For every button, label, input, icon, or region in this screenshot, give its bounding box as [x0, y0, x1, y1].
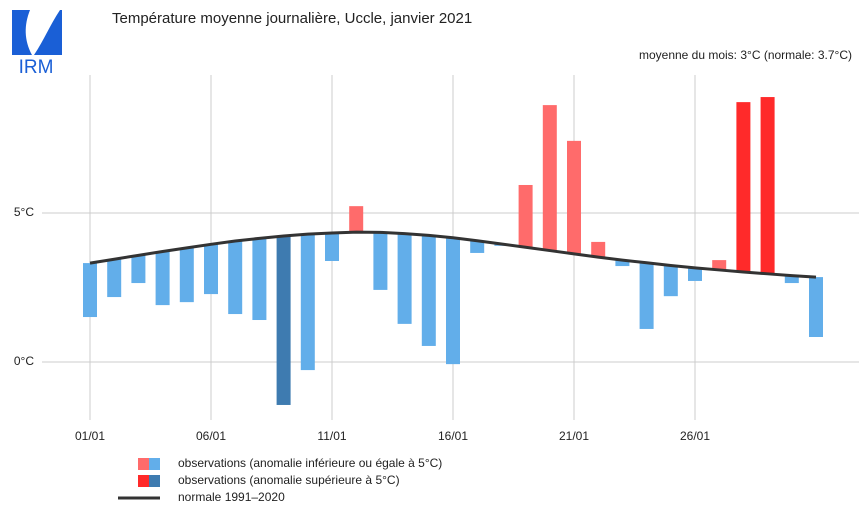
logo: IRM — [12, 10, 62, 78]
legend-swatch — [149, 458, 160, 470]
bar — [518, 184, 533, 248]
bar — [470, 240, 485, 253]
bar — [204, 244, 218, 295]
x-tick-label: 16/01 — [438, 429, 468, 443]
bar — [542, 105, 557, 251]
logo-shape — [34, 10, 62, 55]
y-tick-label: 5°C — [14, 205, 34, 219]
chart-title: Température moyenne journalière, Uccle, … — [112, 10, 472, 27]
bar — [155, 251, 170, 306]
normal-line — [89, 230, 817, 279]
x-tick-label: 21/01 — [559, 429, 589, 443]
x-tick-label: 01/01 — [75, 429, 105, 443]
legend-label: observations (anomalie inférieure ou éga… — [178, 456, 442, 470]
legend-swatch — [149, 475, 160, 487]
legend-label: observations (anomalie supérieure à 5°C) — [178, 473, 400, 487]
bar — [349, 206, 364, 233]
bar — [591, 241, 606, 258]
bar — [83, 263, 97, 318]
x-tick-label: 11/01 — [317, 429, 346, 443]
x-tick-label: 06/01 — [196, 429, 226, 443]
bar — [252, 238, 267, 321]
legend-label: normale 1991–2020 — [178, 490, 285, 504]
bar — [736, 102, 751, 273]
x-tick-label: 26/01 — [680, 429, 710, 443]
bar — [688, 267, 702, 281]
legend-swatch — [138, 458, 149, 470]
bar — [131, 255, 146, 284]
logo-text: IRM — [19, 57, 54, 78]
bar — [712, 260, 727, 270]
chart-subtitle: moyenne du mois: 3°C (normale: 3.7°C) — [639, 48, 852, 62]
bar — [809, 277, 823, 338]
bar — [639, 262, 654, 329]
bar — [325, 232, 339, 261]
bar — [663, 265, 678, 297]
bar — [784, 275, 799, 284]
bar — [421, 235, 436, 346]
bar — [373, 232, 388, 290]
bar — [107, 259, 122, 298]
bar — [397, 233, 412, 324]
y-tick-label: 0°C — [14, 354, 34, 368]
bar — [300, 234, 315, 371]
bar — [446, 237, 460, 365]
logo-shape — [12, 10, 32, 55]
bar — [179, 247, 194, 303]
bar — [276, 235, 291, 405]
bar — [760, 97, 775, 274]
bar — [567, 140, 581, 254]
bar — [228, 241, 243, 315]
bar — [615, 260, 630, 267]
legend-swatch — [138, 475, 149, 487]
